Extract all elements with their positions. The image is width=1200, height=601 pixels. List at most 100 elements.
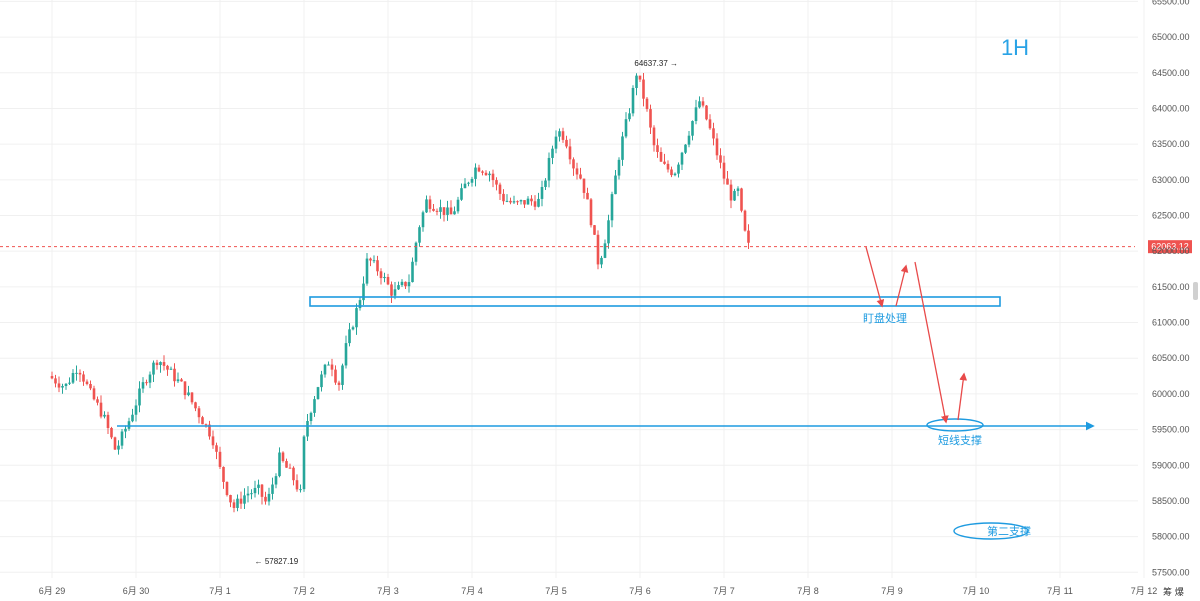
candle <box>306 413 309 441</box>
candle <box>586 187 589 200</box>
candle <box>141 377 145 393</box>
candle <box>498 182 502 201</box>
price-scale-label: 筹 爆 <box>1163 586 1184 598</box>
candle <box>659 147 663 162</box>
candle <box>309 411 313 425</box>
candle <box>75 365 78 381</box>
candle <box>565 135 568 149</box>
candle <box>358 297 362 311</box>
candle <box>530 195 533 206</box>
candle <box>183 381 187 400</box>
candle <box>624 112 628 139</box>
candle <box>288 463 292 469</box>
x-tick-label: 7月 6 <box>629 586 651 596</box>
candle <box>677 162 680 178</box>
candle <box>533 195 537 211</box>
y-tick-label: 64000.00 <box>1152 103 1190 113</box>
candle <box>106 411 110 434</box>
candle <box>138 381 141 413</box>
x-tick-label: 7月 2 <box>293 586 315 596</box>
candle <box>743 209 747 232</box>
candle <box>222 466 225 489</box>
candle <box>316 386 320 400</box>
candle <box>491 169 495 188</box>
x-tick-label: 7月 11 <box>1047 586 1073 596</box>
x-tick-label: 7月 4 <box>461 586 483 596</box>
candle <box>460 183 463 201</box>
candle <box>68 377 71 386</box>
candle <box>698 96 701 109</box>
candle <box>134 399 138 422</box>
candle <box>442 207 446 222</box>
candle <box>694 99 698 125</box>
candle <box>71 369 75 385</box>
candle <box>61 383 64 394</box>
candle <box>593 225 596 235</box>
scrollbar-handle[interactable] <box>1193 282 1198 300</box>
y-tick-label: 63500.00 <box>1152 139 1190 149</box>
candle <box>369 257 372 267</box>
candle <box>253 480 257 498</box>
short-support-label: 短线支撑 <box>938 433 982 447</box>
candle <box>201 415 204 425</box>
x-tick-label: 6月 29 <box>39 586 66 596</box>
candle <box>456 196 460 214</box>
y-tick-label: 63000.00 <box>1152 175 1190 185</box>
timeframe-label: 1H <box>1001 35 1029 60</box>
candle <box>558 128 561 142</box>
candle <box>554 130 558 154</box>
candle <box>582 178 586 199</box>
candle <box>194 401 197 412</box>
candle <box>642 73 645 107</box>
y-tick-label: 59000.00 <box>1152 460 1190 470</box>
candle <box>362 276 365 305</box>
candle <box>50 371 54 380</box>
candle <box>243 488 246 510</box>
candle <box>575 162 579 180</box>
candle <box>278 447 281 478</box>
candle <box>645 97 649 112</box>
candle <box>596 230 600 270</box>
candle <box>628 108 631 122</box>
candle <box>673 172 677 177</box>
candle <box>544 178 547 191</box>
candle <box>719 148 722 169</box>
candle <box>470 176 474 187</box>
candle <box>670 166 673 178</box>
candle <box>187 385 190 397</box>
candle <box>715 133 719 160</box>
candle <box>271 477 274 500</box>
candle <box>145 379 148 386</box>
candle <box>708 114 712 130</box>
y-tick-label: 60000.00 <box>1152 389 1190 399</box>
candle <box>446 200 449 221</box>
candle <box>113 436 117 450</box>
candle <box>218 446 222 470</box>
candle <box>701 97 705 108</box>
candle <box>537 192 540 208</box>
candle <box>610 191 614 228</box>
candle <box>180 378 183 382</box>
candle <box>295 474 299 492</box>
candle <box>379 268 383 285</box>
candle <box>649 104 652 134</box>
candle <box>176 372 180 383</box>
candle <box>523 200 526 209</box>
candle <box>320 370 323 392</box>
candle <box>376 255 379 276</box>
candle <box>680 151 684 170</box>
candle <box>92 385 96 401</box>
candle <box>722 155 726 185</box>
support-zone-box <box>309 296 1001 307</box>
candles <box>50 73 750 513</box>
candle <box>656 138 659 158</box>
candle <box>162 355 166 371</box>
candle <box>568 138 572 165</box>
candle <box>407 274 411 293</box>
candle <box>330 358 334 377</box>
y-tick-label: 61000.00 <box>1152 318 1190 328</box>
candle <box>516 200 519 205</box>
candle <box>449 200 453 215</box>
candle <box>239 491 243 509</box>
candle <box>152 360 155 383</box>
